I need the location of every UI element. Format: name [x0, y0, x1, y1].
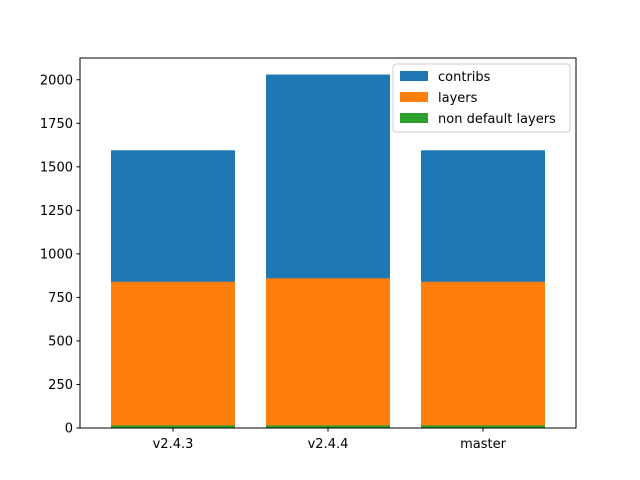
legend-box [392, 63, 571, 133]
y-axis: 0 250 500 750 1000 1250 1500 1750 2000 [40, 73, 80, 437]
y-tick-label: 1750 [40, 117, 73, 132]
legend-label: layers [438, 91, 478, 106]
y-tick-label: 1250 [40, 204, 73, 219]
bar-non-default-layers-v2-4-4 [266, 425, 390, 428]
legend-swatch [400, 71, 428, 81]
plot-frame [79, 57, 577, 429]
bar-layers-master [421, 281, 545, 428]
y-tick-label: 2000 [40, 73, 73, 88]
legend-label: contribs [438, 70, 491, 85]
y-tick-label: 250 [48, 378, 73, 393]
bars-group [111, 74, 545, 429]
legend: contribs layers non default layers [392, 63, 571, 133]
x-tick-label: master [460, 437, 506, 452]
bar-layers-v2-4-3 [111, 281, 235, 428]
bar-non-default-layers-v2-4-3 [111, 425, 235, 428]
x-axis: v2.4.3 v2.4.4 master [153, 428, 507, 452]
y-tick-label: 1000 [40, 247, 73, 262]
legend-swatch [400, 92, 428, 102]
bar-non-default-layers-master [421, 425, 545, 428]
x-tick-label: v2.4.4 [308, 437, 349, 452]
legend-swatch [400, 113, 428, 123]
y-tick-label: 500 [48, 334, 73, 349]
y-tick-label: 1500 [40, 160, 73, 175]
x-tick-label: v2.4.3 [153, 437, 194, 452]
bar-layers-v2-4-4 [266, 278, 390, 428]
y-tick-label: 750 [48, 291, 73, 306]
y-tick-label: 0 [65, 422, 73, 437]
legend-label: non default layers [438, 112, 556, 127]
